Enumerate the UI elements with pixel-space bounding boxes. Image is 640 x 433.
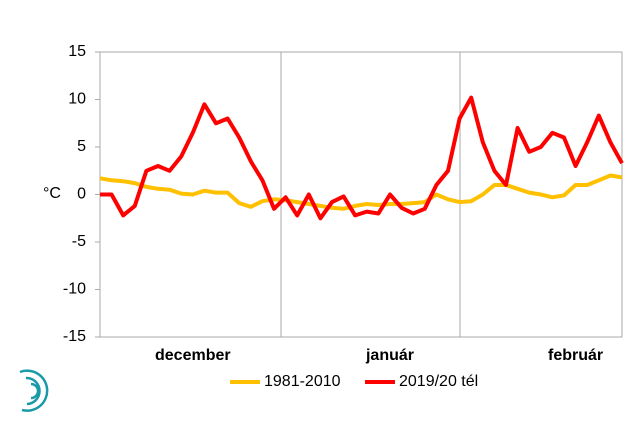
y-tick-label: 0 [77, 186, 86, 203]
y-tick-label: -15 [63, 328, 86, 345]
y-tick-label: 10 [68, 91, 86, 108]
line-series [99, 173, 623, 211]
x-tick-label: december [155, 347, 231, 364]
y-tick-label: -5 [72, 233, 86, 250]
y-tick-label: -10 [63, 281, 86, 298]
legend-label: 1981-2010 [264, 373, 341, 390]
logo [19, 369, 49, 412]
legend-label: 2019/20 tél [399, 373, 478, 390]
y-axis-label: °C [43, 185, 61, 202]
y-tick-label: 5 [77, 138, 86, 155]
y-tick-label: 15 [68, 43, 86, 60]
x-tick-label: február [548, 347, 603, 364]
x-tick-label: január [365, 347, 414, 364]
line-series [100, 95, 624, 221]
